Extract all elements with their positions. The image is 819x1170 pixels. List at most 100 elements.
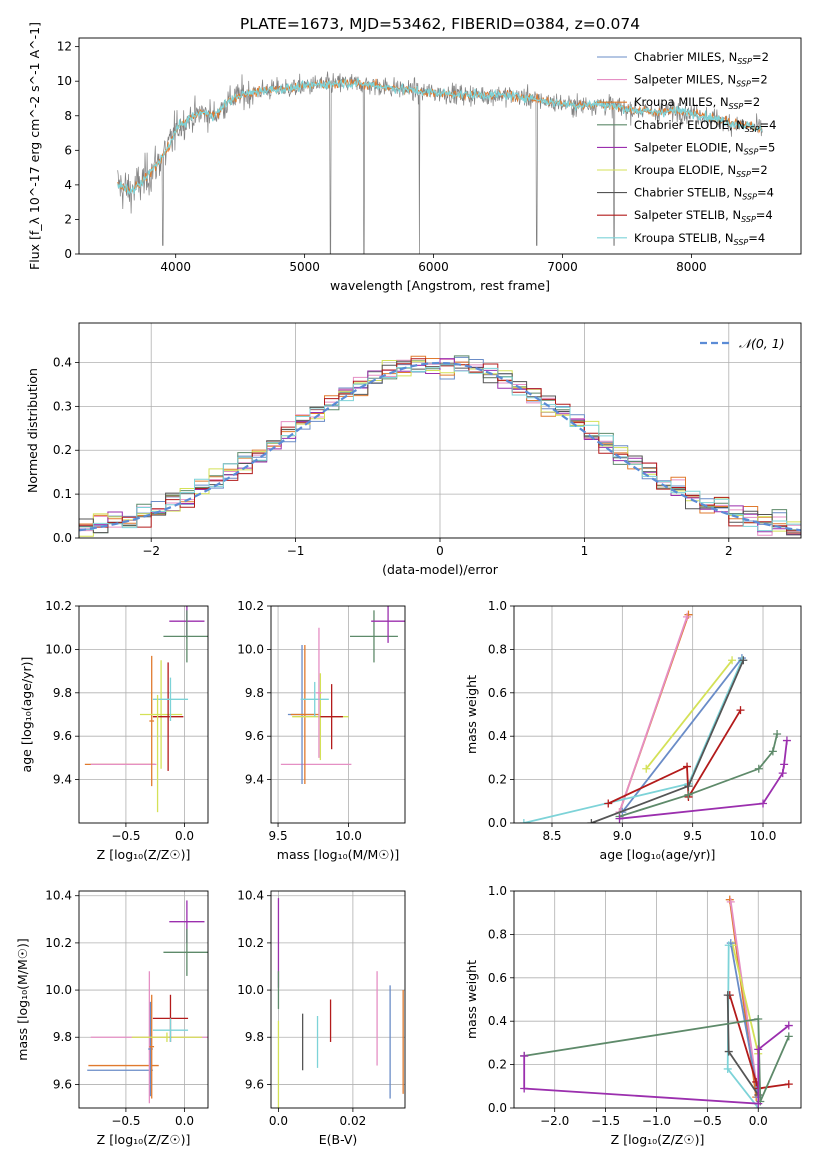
x-axis-label: Z [log₁₀(Z/Z☉)] bbox=[97, 1132, 191, 1147]
y-tick-label: 9.6 bbox=[53, 729, 72, 743]
model-spectrum-line bbox=[117, 77, 763, 195]
figure-title: PLATE=1673, MJD=53462, FIBERID=0384, z=0… bbox=[240, 15, 640, 33]
weight-series-line bbox=[645, 659, 733, 770]
weight-marker bbox=[684, 790, 693, 799]
errorbar-point bbox=[300, 681, 329, 717]
plot-area bbox=[514, 606, 801, 823]
weight-marker bbox=[780, 760, 789, 769]
y-axis-label: age [log₁₀(age/yr)] bbox=[19, 657, 34, 773]
panel-mass_vs_ebv: 0.0 0.02 9.6 9.8 10.0 10.2 10.4 E(B-V) bbox=[237, 889, 406, 1147]
legend-nssp: =4 bbox=[760, 118, 777, 132]
x-tick-label: 5000 bbox=[289, 260, 320, 274]
legend-subscript: SSP bbox=[736, 80, 751, 89]
weight-marker bbox=[683, 762, 692, 771]
errorbar-point bbox=[371, 606, 405, 643]
y-tick-label: 0.2 bbox=[488, 1058, 507, 1072]
y-tick-label: 9.8 bbox=[53, 1030, 72, 1044]
weight-marker bbox=[728, 656, 737, 665]
legend-subscript: SSP bbox=[741, 215, 756, 224]
x-tick-label: 8.5 bbox=[542, 829, 561, 843]
y-tick-label: 10.0 bbox=[237, 983, 264, 997]
weight-series-line bbox=[729, 901, 760, 1098]
x-axis-label: (data-model)/error bbox=[382, 562, 499, 577]
weight-series-line bbox=[731, 945, 760, 1055]
y-tick-label: 10.4 bbox=[237, 889, 264, 903]
legend-series-name: Kroupa MILES, N bbox=[634, 95, 729, 109]
y-tick-label: 10.0 bbox=[45, 642, 72, 656]
x-tick-label: −1.5 bbox=[591, 1114, 620, 1128]
legend-series-name: Chabrier MILES, N bbox=[634, 50, 737, 64]
x-tick-label: −0.5 bbox=[693, 1114, 722, 1128]
y-tick-label: 0.6 bbox=[488, 971, 507, 985]
x-tick-label: 7000 bbox=[547, 260, 578, 274]
y-tick-label: 2 bbox=[64, 212, 72, 226]
y-axis-label: Flux [f_λ 10^-17 erg cm^-2 s^-1 A^-1] bbox=[27, 22, 42, 270]
x-tick-label: 9.5 bbox=[683, 829, 702, 843]
x-tick-label: −1 bbox=[287, 544, 305, 558]
weight-marker bbox=[754, 1099, 763, 1108]
legend-nssp: =2 bbox=[751, 163, 768, 177]
y-tick-label: 0.4 bbox=[53, 355, 72, 369]
x-axis-label: Z [log₁₀(Z/Z☉)] bbox=[97, 847, 191, 862]
x-tick-label: 0.02 bbox=[340, 1114, 367, 1128]
axes-frame bbox=[270, 605, 406, 824]
errorbar-point bbox=[316, 627, 322, 758]
x-axis-label: age [log₁₀(age/yr)] bbox=[600, 847, 716, 862]
y-tick-label: 0.2 bbox=[488, 773, 507, 787]
legend-label: Salpeter STELIB, NSSP=4 bbox=[634, 208, 773, 224]
weight-marker bbox=[683, 612, 692, 621]
x-axis-label: mass [log₁₀(M/M☉)] bbox=[277, 847, 399, 862]
y-axis-label: mass weight bbox=[464, 675, 479, 754]
errorbar-point bbox=[163, 610, 208, 663]
x-axis-label: Z [log₁₀(Z/Z☉)] bbox=[611, 1132, 705, 1147]
axes-frame bbox=[78, 322, 802, 539]
weight-marker bbox=[784, 1021, 793, 1030]
x-tick-label: 2 bbox=[725, 544, 733, 558]
y-tick-label: 9.8 bbox=[53, 686, 72, 700]
x-tick-label: −0.5 bbox=[111, 1114, 140, 1128]
y-tick-label: 9.4 bbox=[53, 773, 72, 787]
legend-subscript: SSP bbox=[736, 170, 751, 179]
weight-marker bbox=[759, 799, 768, 808]
legend-label: Chabrier MILES, NSSP=2 bbox=[634, 50, 769, 66]
weight-marker bbox=[724, 941, 733, 950]
errorbar-point bbox=[320, 684, 343, 750]
weight-series-line bbox=[621, 657, 743, 813]
y-axis-label: mass weight bbox=[464, 960, 479, 1039]
errorbar-point bbox=[163, 928, 208, 976]
panel-mass_vs_Z: −0.5 0.0 9.6 9.8 10.0 10.2 10.4 Z [log₁₀(Z/Z☉)]… bbox=[15, 889, 209, 1147]
x-tick-label: 0.0 bbox=[175, 829, 194, 843]
normal-curve bbox=[79, 361, 801, 532]
observed-spectrum-line bbox=[117, 71, 763, 254]
weight-marker bbox=[778, 769, 787, 778]
x-tick-label: 8000 bbox=[676, 260, 707, 274]
y-tick-label: 6 bbox=[64, 143, 72, 157]
weight-marker bbox=[782, 736, 791, 745]
panel-residuals: −2 −1 0 1 2 0.0 0.1 0.2 0.3 0.4 (data-model)/error… bbox=[25, 322, 802, 577]
weight-marker bbox=[520, 1084, 529, 1093]
y-tick-label: 9.6 bbox=[245, 1077, 264, 1091]
weight-series-line bbox=[607, 709, 742, 805]
weight-marker bbox=[754, 1045, 763, 1054]
x-tick-label: −0.5 bbox=[111, 829, 140, 843]
y-tick-label: 9.6 bbox=[245, 729, 264, 743]
weight-marker bbox=[604, 799, 613, 808]
x-tick-label: 1 bbox=[581, 544, 589, 558]
legend-label: Kroupa STELIB, NSSP=4 bbox=[634, 231, 765, 247]
legend-nssp: =2 bbox=[752, 50, 769, 64]
x-tick-label: 0 bbox=[436, 544, 444, 558]
axes-frame bbox=[78, 890, 209, 1109]
weight-marker bbox=[784, 1080, 793, 1089]
errorbar-point bbox=[149, 655, 155, 787]
y-tick-label: 10.2 bbox=[237, 936, 264, 950]
x-tick-label: 0.0 bbox=[749, 1114, 768, 1128]
y-tick-label: 10.2 bbox=[237, 599, 264, 613]
y-tick-label: 10.2 bbox=[45, 599, 72, 613]
y-tick-label: 10.4 bbox=[45, 889, 72, 903]
y-tick-label: 0.0 bbox=[488, 816, 507, 830]
legend-subscript: SSP bbox=[734, 238, 749, 247]
y-tick-label: 0 bbox=[64, 247, 72, 261]
y-tick-label: 10.0 bbox=[45, 983, 72, 997]
plot-area bbox=[514, 891, 801, 1108]
